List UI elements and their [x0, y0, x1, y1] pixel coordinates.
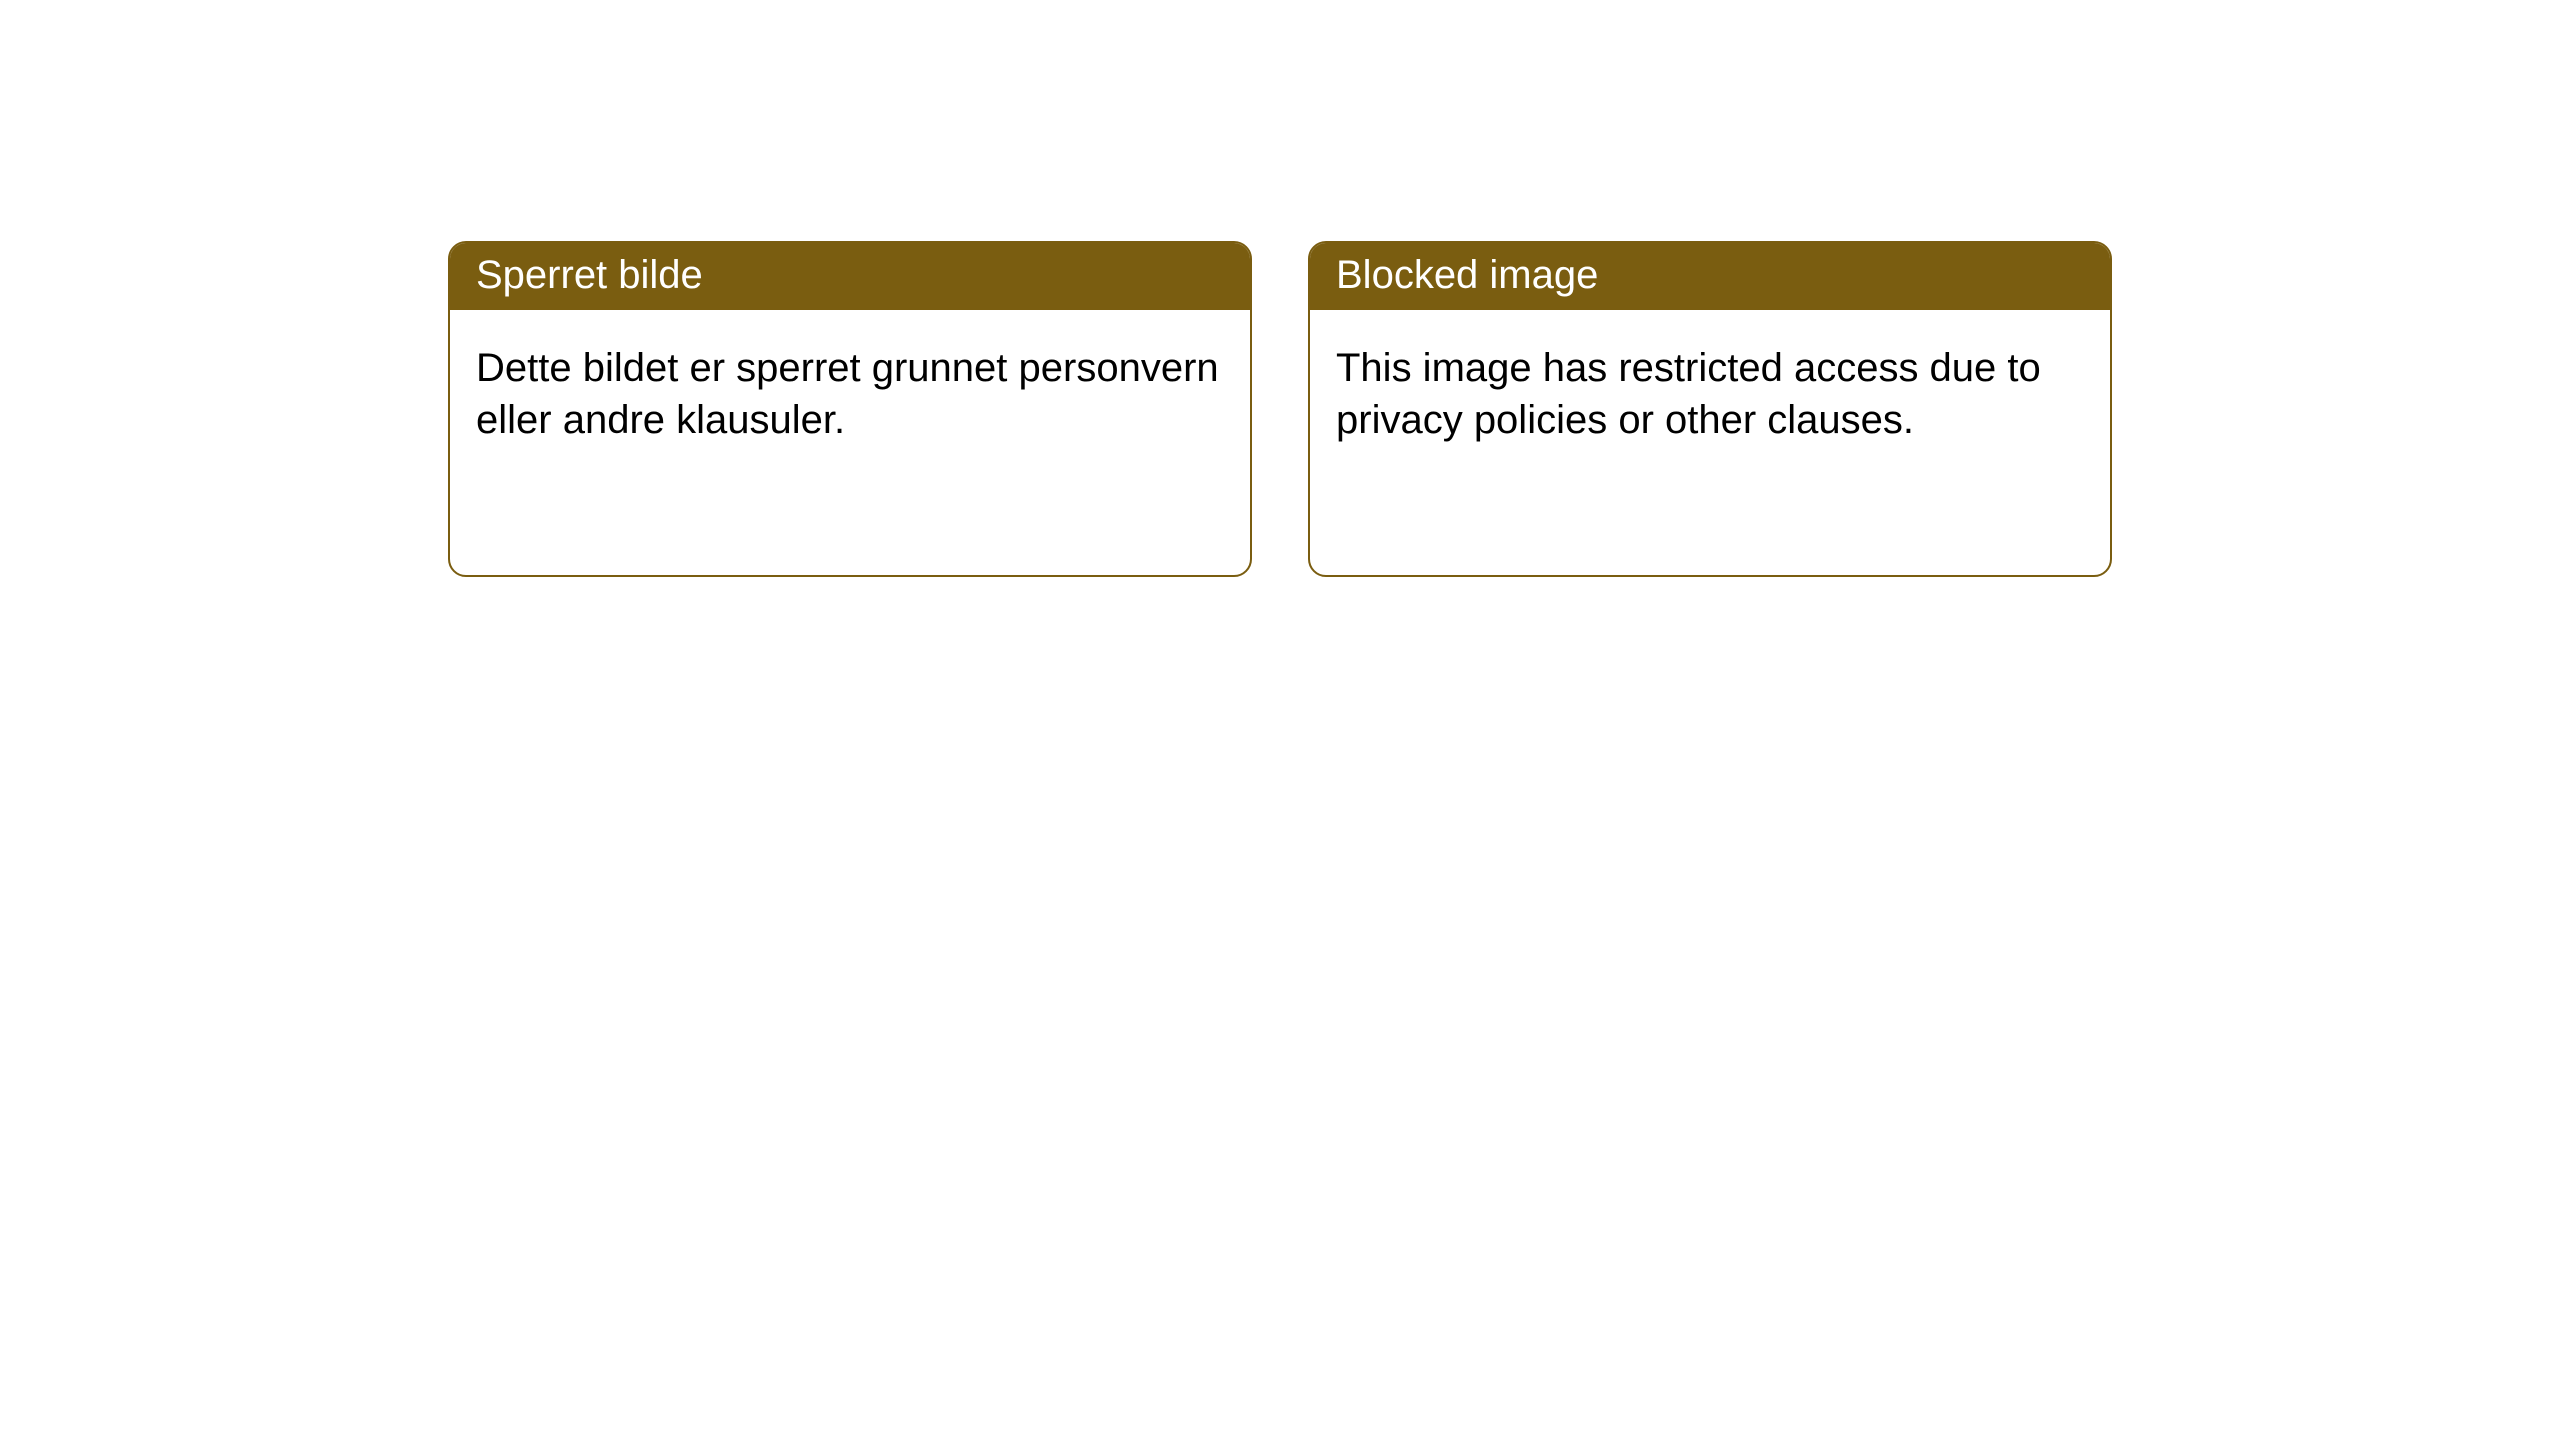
card-body: This image has restricted access due to … [1310, 310, 2110, 478]
card-title: Blocked image [1336, 253, 1598, 297]
notice-card-english: Blocked image This image has restricted … [1308, 241, 2112, 577]
notice-container: Sperret bilde Dette bildet er sperret gr… [448, 241, 2112, 577]
card-title: Sperret bilde [476, 253, 703, 297]
card-body-text: Dette bildet er sperret grunnet personve… [476, 346, 1219, 442]
card-header: Blocked image [1310, 243, 2110, 310]
card-body: Dette bildet er sperret grunnet personve… [450, 310, 1250, 478]
notice-card-norwegian: Sperret bilde Dette bildet er sperret gr… [448, 241, 1252, 577]
card-body-text: This image has restricted access due to … [1336, 346, 2041, 442]
card-header: Sperret bilde [450, 243, 1250, 310]
